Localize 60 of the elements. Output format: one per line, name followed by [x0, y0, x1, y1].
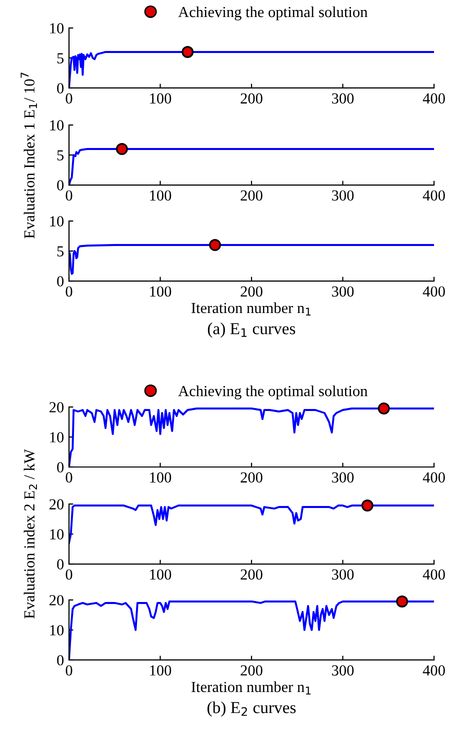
- y-tick-label: 20: [50, 595, 64, 606]
- x-tick-label: 400: [422, 286, 445, 297]
- x-tick-label: 400: [422, 665, 445, 676]
- y-tick-label: 10: [50, 120, 64, 130]
- line-series: [69, 600, 434, 660]
- x-tick-label: 300: [332, 93, 354, 104]
- y-tick-label: 10: [50, 432, 64, 442]
- x-tick-label: 0: [66, 286, 72, 297]
- x-tick-label: 100: [150, 665, 172, 676]
- x-tick-label: 0: [66, 472, 72, 483]
- legend-label: Achieving the optimal solution: [178, 6, 368, 20]
- y-tick-label: 5: [57, 53, 64, 64]
- y-axis-title: Evaluation Index 1 E$_{1}$/ 10$^{7}$: [20, 72, 37, 238]
- x-tick-label: 300: [332, 190, 354, 201]
- y-tick-label: 10: [50, 529, 64, 540]
- y-tick-label: 20: [50, 402, 64, 412]
- y-axis-title: Evaluation index 2 E$_{2}$ / kW: [24, 449, 37, 619]
- x-tick-label: 200: [240, 93, 262, 104]
- y-tick-label: 10: [50, 216, 64, 226]
- x-tick-label: 0: [66, 665, 72, 676]
- x-tick-label: 400: [422, 569, 445, 580]
- y-tick-label: 0: [57, 83, 64, 94]
- x-tick-label: 100: [150, 93, 172, 104]
- x-tick-label: 200: [240, 472, 262, 483]
- y-tick-label: 0: [57, 276, 64, 286]
- x-tick-label: 200: [240, 665, 262, 676]
- x-tick-label: 300: [332, 569, 354, 580]
- legend-label: Achieving the optimal solution: [178, 385, 368, 400]
- x-tick-label: 100: [150, 190, 172, 201]
- text: (b) E$_{2}$ curves: [207, 701, 296, 717]
- x-tick-label: 400: [422, 93, 445, 104]
- x-tick-label: 400: [422, 472, 445, 483]
- line-series: [69, 244, 434, 275]
- y-tick-label: 10: [50, 625, 64, 636]
- x-tick-label: 400: [422, 190, 445, 201]
- line-series: [69, 408, 434, 467]
- y-tick-label: 0: [57, 462, 64, 472]
- x-tick-label: 0: [66, 93, 72, 104]
- x-tick-label: 100: [150, 569, 172, 580]
- x-tick-label: 200: [240, 190, 262, 201]
- y-tick-label: 10: [50, 23, 64, 34]
- line-series: [69, 504, 434, 544]
- x-tick-label: 0: [66, 569, 72, 580]
- y-tick-label: 0: [57, 655, 64, 666]
- x-axis-title: Iteration number n$_{1}$: [191, 302, 311, 316]
- x-tick-label: 100: [150, 286, 172, 297]
- x-tick-label: 0: [66, 190, 72, 201]
- y-tick-label: 0: [57, 559, 64, 570]
- y-tick-label: 0: [57, 180, 64, 190]
- y-tick-label: 5: [57, 246, 64, 256]
- x-tick-label: 200: [240, 286, 262, 297]
- x-tick-label: 200: [240, 569, 262, 580]
- text: (a) E$_{1}$ curves: [208, 322, 296, 338]
- x-tick-label: 300: [332, 286, 354, 297]
- x-tick-label: 100: [150, 472, 172, 483]
- x-tick-label: 300: [332, 665, 354, 676]
- y-tick-label: 5: [57, 150, 64, 160]
- x-tick-label: 300: [332, 472, 354, 483]
- x-axis-title: Iteration number n$_{1}$: [191, 681, 311, 694]
- y-tick-label: 20: [50, 499, 64, 510]
